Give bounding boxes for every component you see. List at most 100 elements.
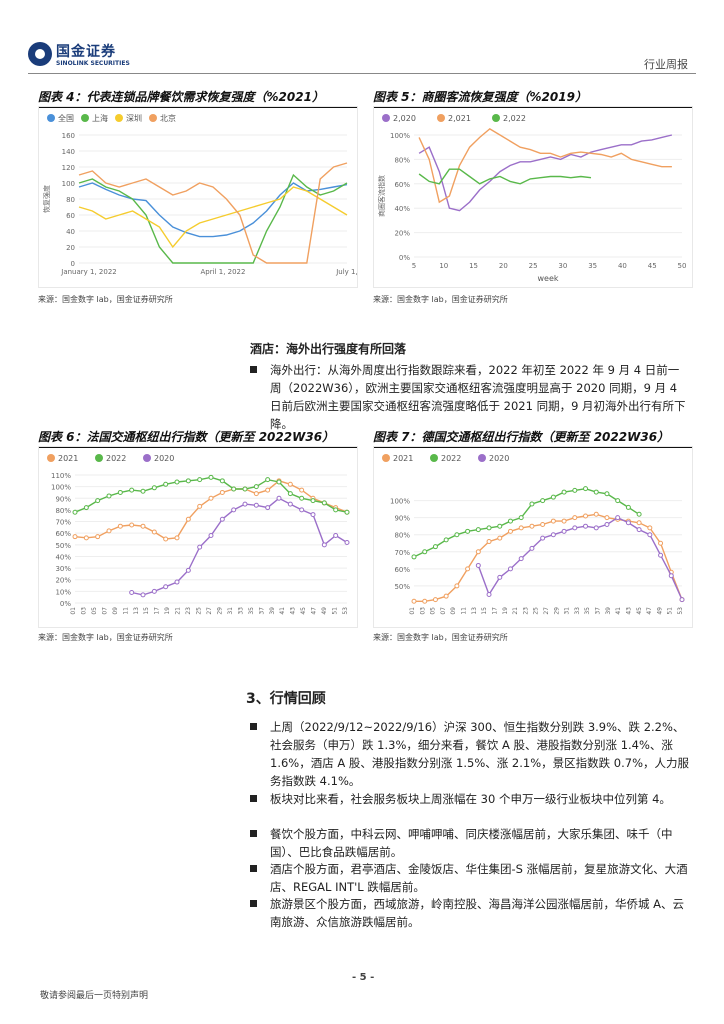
logo-subtext: SINOLINK SECURITIES — [56, 60, 130, 67]
market-bullet: 上周（2022/9/12~2022/9/16）沪深 300、恒生指数分别跌 3.… — [250, 718, 690, 790]
y-axis-label: 商圈客流指数 — [377, 175, 386, 217]
data-point — [333, 507, 339, 513]
data-point — [518, 525, 524, 531]
x-tick-label: 15 — [143, 607, 150, 615]
y-tick-label: 90% — [55, 495, 71, 503]
market-heading: 3、行情回顾 — [246, 691, 326, 707]
x-tick-label: 05 — [91, 607, 98, 615]
data-point — [253, 491, 259, 497]
data-point — [572, 515, 578, 521]
data-point — [321, 542, 327, 548]
legend-label: 上海 — [92, 113, 108, 123]
x-tick-label: 05 — [430, 607, 437, 615]
x-tick-label: 07 — [101, 607, 108, 615]
x-tick-label: 51 — [667, 607, 674, 615]
data-point — [475, 562, 481, 568]
x-tick-label: 27 — [543, 607, 550, 615]
bullet-square — [250, 366, 257, 373]
data-point — [593, 525, 599, 531]
data-point — [72, 534, 78, 540]
x-tick-label: 03 — [80, 607, 87, 615]
footer-note: 敬请参阅最后一页特别声明 — [40, 991, 149, 1001]
data-point — [540, 521, 546, 527]
data-point — [208, 533, 214, 539]
data-point — [106, 493, 112, 499]
y-tick-label: 100 — [62, 180, 75, 188]
figure-source: 来源：国金数字 lab，国金证券研究所 — [38, 295, 173, 304]
data-point — [411, 598, 417, 604]
data-point — [106, 528, 112, 534]
x-tick-label: 5 — [412, 262, 416, 270]
data-point — [636, 511, 642, 517]
x-tick-label: 43 — [625, 607, 632, 615]
x-tick-label: 03 — [419, 607, 426, 615]
bullet-square — [250, 900, 257, 907]
y-tick-label: 60% — [394, 566, 410, 574]
x-tick-label: 17 — [491, 607, 498, 615]
figure-5: 图表 5：商圈客流恢复强度（%2019） — [373, 88, 693, 108]
data-point — [140, 488, 146, 494]
y-tick-label: 80% — [55, 507, 71, 515]
figure-title: 图表 4：代表连锁品牌餐饮需求恢复强度（%2021） — [38, 88, 358, 108]
y-tick-label: 0% — [60, 600, 71, 608]
data-point — [529, 501, 535, 507]
legend-marker — [430, 454, 438, 462]
y-tick-label: 50% — [55, 542, 71, 550]
data-point — [219, 516, 225, 522]
data-point — [529, 523, 535, 529]
figure-7: 图表 7：德国交通枢纽出行指数（更新至 2022W36） — [373, 428, 693, 448]
y-axis-label: 恢复强度 — [42, 185, 51, 213]
x-tick-label: 35 — [588, 262, 597, 270]
data-point — [185, 567, 191, 573]
doc-type: 行业周报 — [644, 58, 688, 71]
data-point — [219, 478, 225, 484]
y-tick-label: 70% — [55, 519, 71, 527]
data-point — [465, 566, 471, 572]
x-tick-label: 01 — [409, 607, 416, 615]
y-tick-label: 60 — [66, 212, 75, 220]
data-point — [163, 584, 169, 590]
data-point — [117, 523, 123, 529]
market-bullet: 旅游景区个股方面，西域旅游，岭南控股、海昌海洋公园涨幅居前，华侨城 A、云南旅游… — [250, 895, 690, 931]
y-tick-label: 80% — [394, 532, 410, 540]
data-point — [242, 486, 248, 492]
data-point — [475, 527, 481, 533]
series-line — [414, 513, 683, 602]
data-point — [231, 486, 237, 492]
x-tick-label: 25 — [529, 262, 538, 270]
legend-label: 北京 — [160, 113, 176, 123]
data-point — [550, 532, 556, 538]
data-point — [583, 486, 589, 492]
series-line — [78, 173, 348, 264]
data-point — [185, 516, 191, 522]
y-tick-label: 100% — [390, 498, 410, 506]
data-point — [321, 500, 327, 506]
data-point — [432, 597, 438, 603]
data-point — [276, 479, 282, 485]
x-axis-label: week — [537, 274, 558, 283]
y-tick-label: 50% — [394, 583, 410, 591]
legend-label: 2021 — [58, 454, 78, 463]
data-point — [208, 474, 214, 480]
data-point — [95, 498, 101, 504]
x-tick-label: 33 — [574, 607, 581, 615]
x-tick-label: 15 — [469, 262, 478, 270]
x-tick-label: 50 — [678, 262, 687, 270]
legend-label: 2,022 — [503, 114, 526, 123]
y-tick-label: 40% — [55, 553, 71, 561]
data-point — [219, 489, 225, 495]
data-point — [174, 479, 180, 485]
y-tick-label: 10% — [55, 588, 71, 596]
data-point — [486, 591, 492, 597]
y-tick-label: 60% — [55, 530, 71, 538]
y-tick-label: 20% — [394, 230, 410, 238]
x-tick-label: 11 — [461, 607, 468, 615]
data-point — [197, 503, 203, 509]
logo-text: 国金证券 — [56, 44, 116, 60]
series-line — [74, 476, 348, 513]
x-tick-label: 25 — [533, 607, 540, 615]
data-point — [422, 549, 428, 555]
bullet-text: 旅游景区个股方面，西域旅游，岭南控股、海昌海洋公园涨幅居前，华侨城 A、云南旅游… — [270, 897, 685, 929]
figure-source: 来源：国金数字 lab，国金证券研究所 — [373, 633, 508, 642]
x-tick-label: 49 — [321, 607, 328, 615]
